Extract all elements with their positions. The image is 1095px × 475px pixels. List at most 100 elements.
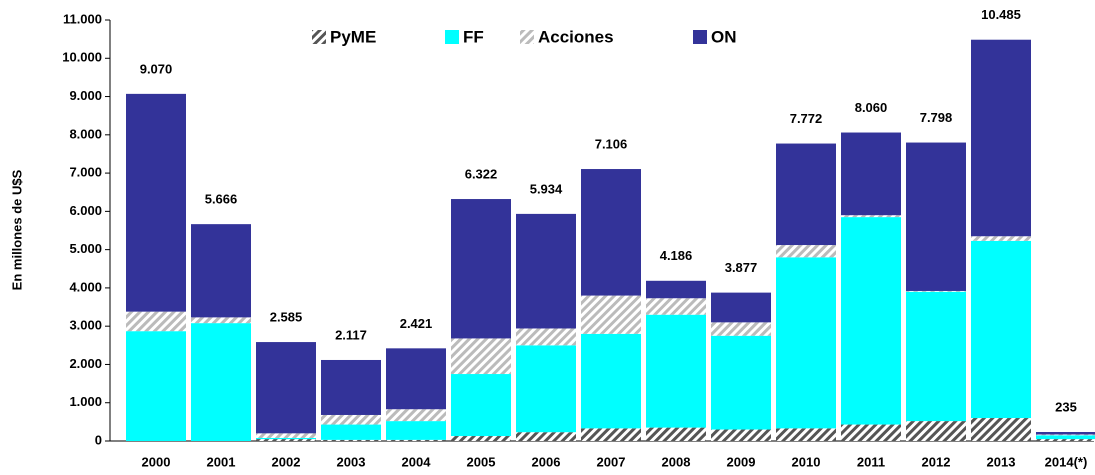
total-label: 2.585 xyxy=(270,310,303,325)
total-label: 10.485 xyxy=(981,7,1021,22)
bar-segment xyxy=(971,236,1031,241)
bar-segment xyxy=(841,132,901,216)
x-tick-label: 2004 xyxy=(402,454,432,469)
bar-segment xyxy=(321,359,381,415)
bar-segment xyxy=(386,409,446,422)
bar-segment xyxy=(256,342,316,434)
bar-segment xyxy=(386,348,446,410)
y-tick-label: 4.000 xyxy=(69,279,102,294)
bar-segment xyxy=(1036,434,1095,436)
total-label: 5.666 xyxy=(205,192,238,207)
x-tick-label: 2003 xyxy=(337,454,366,469)
bar-segment xyxy=(191,224,251,318)
bar-segment xyxy=(841,424,901,441)
total-label: 9.070 xyxy=(140,61,173,76)
bar-segment xyxy=(1036,432,1095,435)
bar-segment xyxy=(646,427,706,441)
bar-segment xyxy=(451,374,511,437)
legend-label: PyME xyxy=(330,27,376,46)
total-label: 235 xyxy=(1055,399,1077,414)
x-tick-label: 2002 xyxy=(272,454,301,469)
x-tick-label: 2010 xyxy=(792,454,821,469)
total-label: 4.186 xyxy=(660,248,693,263)
bar-segment xyxy=(841,217,901,425)
bar-segment xyxy=(191,317,251,324)
total-label: 7.106 xyxy=(595,136,628,151)
bar-segment xyxy=(321,414,381,425)
bar-segment xyxy=(776,143,836,246)
x-tick-label: 2006 xyxy=(532,454,561,469)
bar-segment xyxy=(321,424,381,440)
y-tick-label: 10.000 xyxy=(62,50,102,65)
x-tick-label: 2009 xyxy=(727,454,756,469)
y-tick-label: 5.000 xyxy=(69,241,102,256)
bar-segment xyxy=(516,432,576,441)
bar-segment xyxy=(386,421,446,440)
y-tick-label: 8.000 xyxy=(69,126,102,141)
x-tick-label: 2011 xyxy=(857,454,885,469)
bar-segment xyxy=(581,169,641,296)
bar-segment xyxy=(776,428,836,441)
total-label: 7.798 xyxy=(920,110,953,125)
total-label: 7.772 xyxy=(790,111,823,126)
bar-segment xyxy=(451,199,511,339)
total-label: 3.877 xyxy=(725,260,758,275)
bar-segment xyxy=(906,142,966,291)
legend-label: Acciones xyxy=(538,27,614,46)
legend-swatch xyxy=(312,30,326,44)
bar-segment xyxy=(321,439,381,441)
bar-segment xyxy=(516,345,576,433)
bar-segment xyxy=(581,333,641,429)
bar-segment xyxy=(126,331,186,441)
bar-segment xyxy=(646,314,706,428)
bar-segment xyxy=(646,280,706,299)
total-label: 2.421 xyxy=(400,316,433,331)
bar-segment xyxy=(1036,439,1095,441)
legend-label: ON xyxy=(711,27,737,46)
bar-segment xyxy=(711,335,771,430)
legend-swatch xyxy=(693,30,707,44)
bar-segment xyxy=(906,291,966,422)
y-tick-label: 0 xyxy=(95,432,102,447)
bar-segment xyxy=(256,433,316,438)
y-tick-label: 9.000 xyxy=(69,88,102,103)
y-axis-label: En millones de U$S xyxy=(9,169,24,290)
x-tick-label: 2001 xyxy=(207,454,236,469)
total-label: 2.117 xyxy=(335,327,367,342)
legend-swatch xyxy=(520,30,534,44)
bar-segment xyxy=(451,338,511,375)
y-tick-label: 2.000 xyxy=(69,356,102,371)
bar-segment xyxy=(971,418,1031,441)
bar-segment xyxy=(971,39,1031,237)
bar-segment xyxy=(906,290,966,292)
bar-segment xyxy=(191,323,251,441)
y-tick-label: 6.000 xyxy=(69,203,102,218)
bar-segment xyxy=(516,328,576,346)
bar-segment xyxy=(126,93,186,312)
bar-segment xyxy=(646,298,706,315)
total-label: 6.322 xyxy=(465,166,498,181)
legend-label: FF xyxy=(463,27,484,46)
bar-segment xyxy=(581,295,641,334)
bar-segment xyxy=(451,436,511,441)
bar-segment xyxy=(711,429,771,441)
x-tick-label: 2013 xyxy=(987,454,1016,469)
bar-segment xyxy=(581,428,641,441)
x-tick-label: 2014(*) xyxy=(1045,454,1088,469)
bar-segment xyxy=(256,439,316,441)
x-tick-label: 2005 xyxy=(467,454,496,469)
x-tick-label: 2008 xyxy=(662,454,691,469)
bar-segment xyxy=(841,215,901,218)
x-tick-label: 2000 xyxy=(142,454,171,469)
y-tick-label: 7.000 xyxy=(69,165,102,180)
bar-segment xyxy=(516,213,576,329)
y-tick-label: 3.000 xyxy=(69,318,102,333)
total-label: 5.934 xyxy=(530,181,563,196)
bar-segment xyxy=(1036,435,1095,440)
total-label: 8.060 xyxy=(855,100,888,115)
x-tick-label: 2007 xyxy=(597,454,626,469)
bar-segment xyxy=(256,437,316,440)
bar-segment xyxy=(386,439,446,441)
bar-segment xyxy=(126,311,186,332)
